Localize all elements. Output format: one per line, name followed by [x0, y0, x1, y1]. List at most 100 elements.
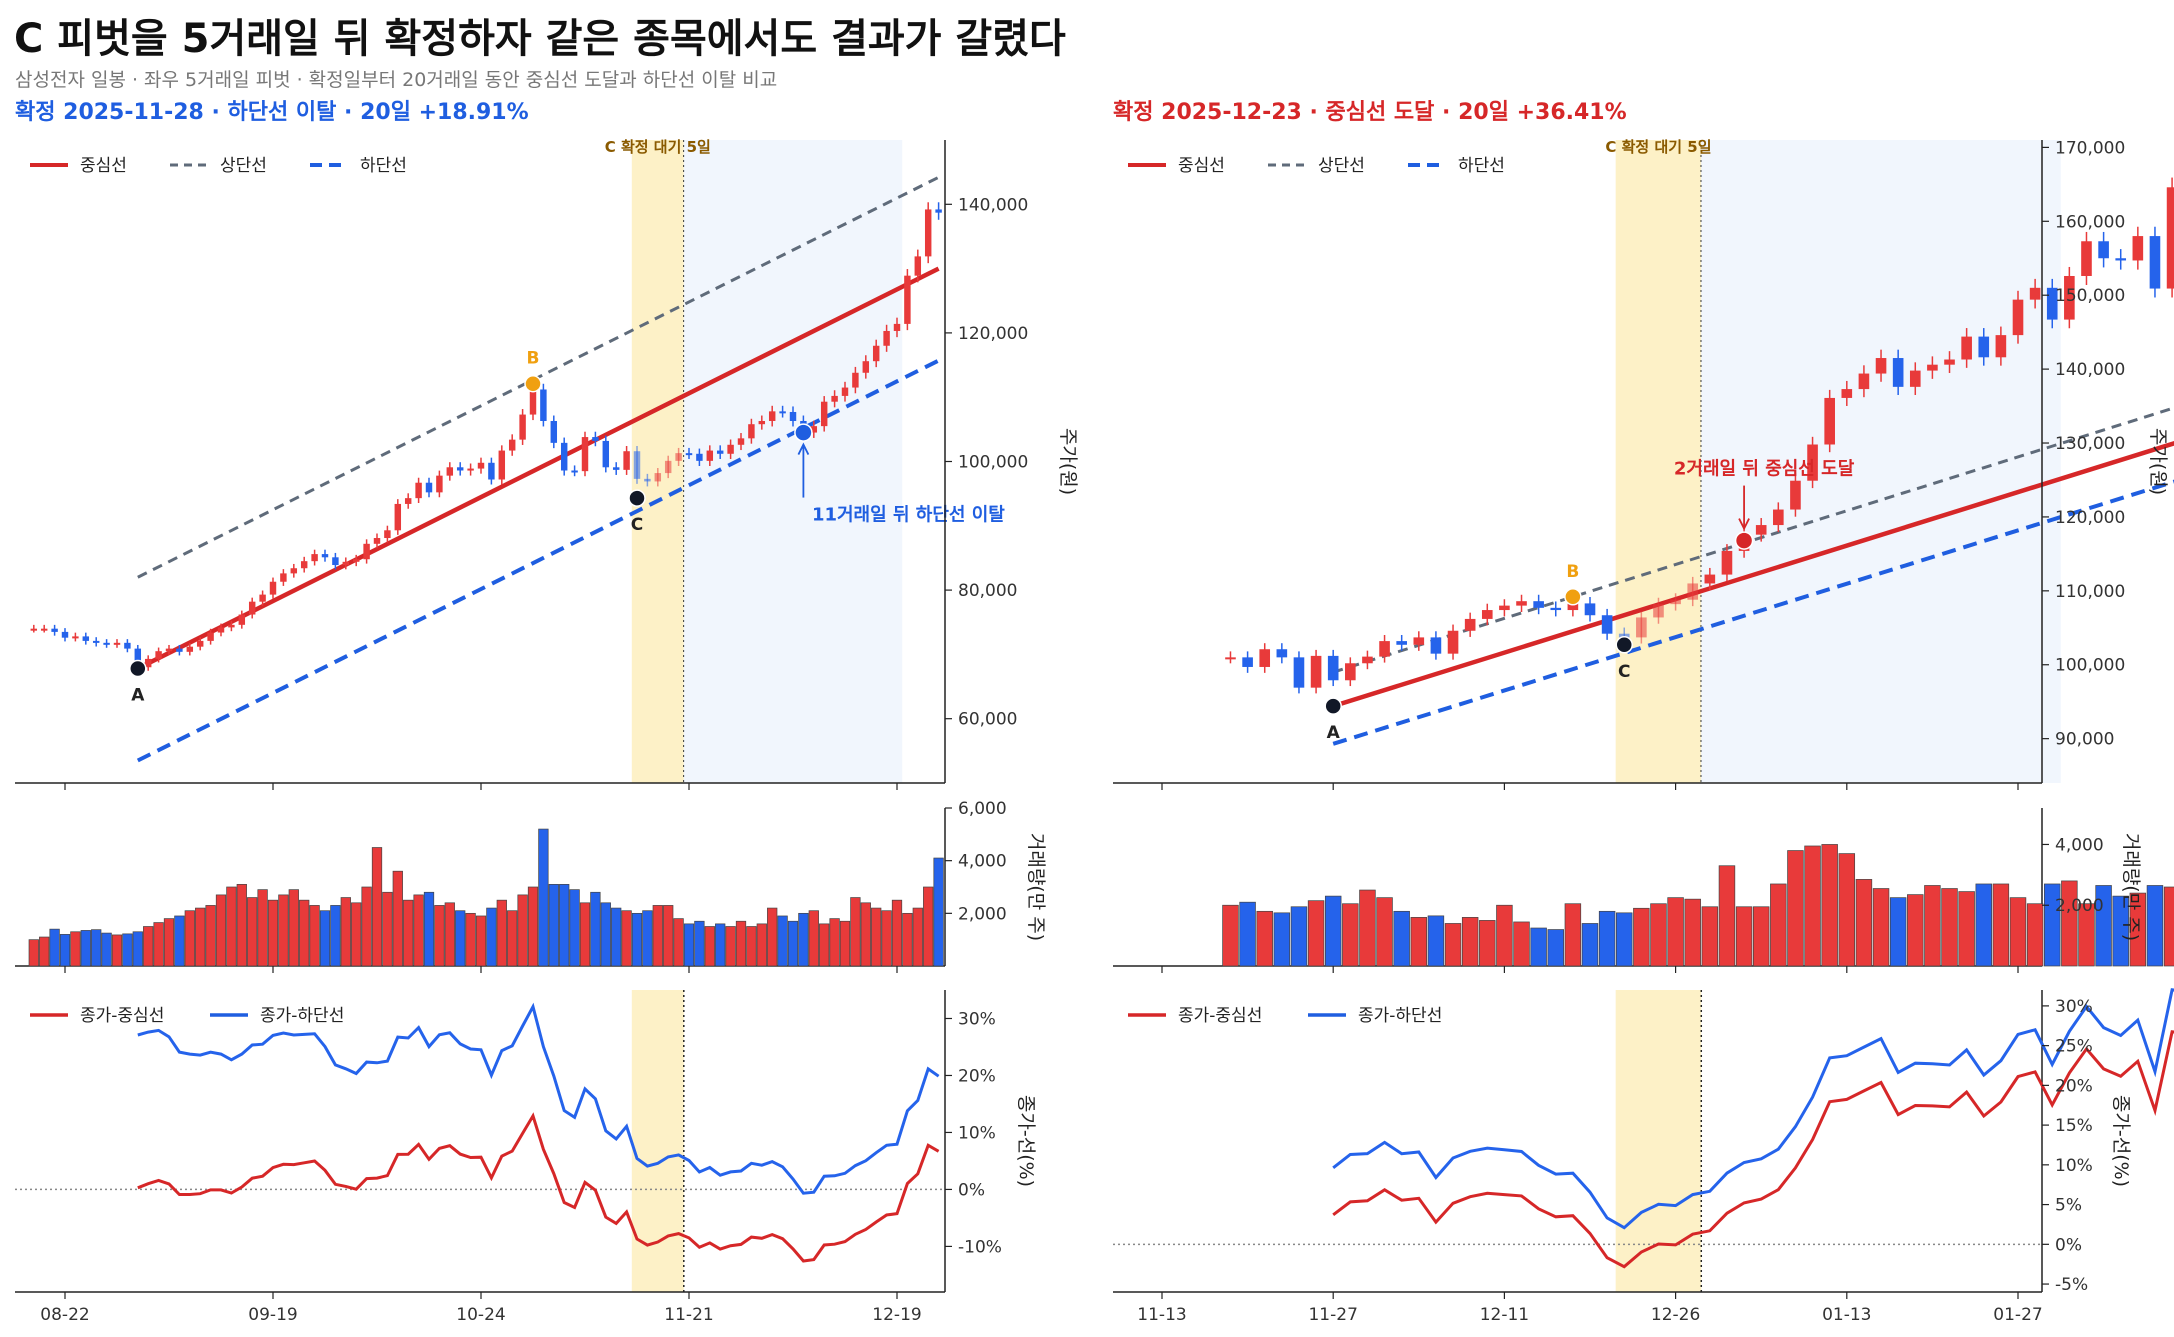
volume-bar — [860, 902, 871, 967]
xtick-label: 11-13 — [1137, 1305, 1186, 1325]
price-ylabel: 주가(원) — [1057, 428, 1079, 495]
candle-body — [134, 648, 142, 668]
volume-bar — [1273, 912, 1291, 967]
candle-body — [1362, 656, 1373, 664]
volume-bar — [444, 902, 455, 967]
candle-body — [935, 209, 942, 213]
eval-window-zone — [683, 140, 903, 783]
volume-bar — [59, 934, 71, 967]
volume-bar — [371, 847, 383, 967]
legend-label: 하단선 — [1458, 156, 1505, 176]
volume-bar — [122, 933, 133, 967]
volume-bar — [423, 891, 435, 967]
legend-label: 하단선 — [360, 156, 407, 176]
volume-bar — [2009, 897, 2027, 967]
candle-body — [2098, 241, 2109, 259]
volume-bar — [767, 907, 778, 967]
candle-body — [872, 345, 880, 362]
volume-bar — [226, 886, 237, 967]
pivot-b-label: B — [527, 349, 540, 369]
volume-bar — [621, 910, 632, 967]
candle-body — [789, 411, 797, 421]
candle-body — [103, 642, 110, 645]
candle-body — [571, 470, 578, 473]
osc-ytick-label: 30% — [958, 1009, 996, 1029]
volume-bar — [288, 889, 299, 967]
volume-bar — [881, 910, 892, 967]
candle-body — [290, 568, 298, 574]
volume-bar — [1598, 910, 1616, 967]
legend-label: 상단선 — [1318, 156, 1365, 176]
osc-series-lower — [1332, 988, 2174, 1230]
candle-body — [1944, 359, 1955, 365]
candle-body — [228, 624, 235, 628]
volume-bar — [652, 905, 663, 967]
volume-bar — [1496, 904, 1513, 967]
volume-bar — [923, 886, 934, 967]
candle-body — [436, 475, 443, 493]
candle-body — [176, 648, 183, 652]
volume-bar — [1838, 853, 1856, 967]
osc-legend-label: 종가-하단선 — [260, 1006, 344, 1026]
candle-body — [259, 594, 266, 602]
candle-body — [654, 473, 662, 482]
volume-bar — [507, 910, 518, 967]
candle-body — [664, 460, 672, 474]
volume-ytick-label: 2,000 — [2055, 896, 2104, 916]
volume-bar — [1256, 910, 1273, 967]
candle-body — [924, 209, 932, 257]
xtick-label: 08-22 — [40, 1305, 89, 1325]
osc-ytick-label: 15% — [2055, 1116, 2093, 1136]
volume-bar — [2163, 886, 2174, 967]
candle-body — [1892, 358, 1904, 387]
volume-bar — [267, 899, 279, 967]
volume-bar — [330, 905, 341, 967]
pivot-c-marker — [628, 489, 646, 507]
volume-bar — [1479, 920, 1496, 967]
volume-ylabel: 거래량(만 주) — [1025, 833, 1047, 941]
candle-body — [2012, 299, 2024, 336]
volume-bar — [569, 889, 580, 967]
candle-body — [1225, 657, 1236, 660]
volume-bar — [340, 897, 351, 967]
candle-body — [560, 442, 568, 471]
volume-bar — [673, 918, 684, 967]
xtick-label: 09-19 — [248, 1305, 297, 1325]
candle-body — [311, 554, 318, 562]
xtick-label: 12-11 — [1480, 1305, 1529, 1325]
volume-bar — [1701, 906, 1719, 967]
osc-ytick-label: 20% — [958, 1066, 996, 1086]
volume-ytick-label: 6,000 — [958, 799, 1007, 819]
osc-ylabel: 종가-선(%) — [1015, 1095, 1037, 1187]
candle-body — [342, 561, 350, 566]
event-marker — [1734, 531, 1754, 550]
candle-body — [217, 627, 225, 633]
volume-bar — [579, 902, 591, 967]
pivot-a-label: A — [131, 686, 145, 706]
volume-bar — [465, 912, 476, 967]
price-ytick-label: 150,000 — [2055, 286, 2125, 306]
volume-bar — [1616, 912, 1633, 967]
price-ytick-label: 110,000 — [2055, 582, 2125, 602]
candle-body — [477, 462, 485, 469]
candle-body — [612, 467, 620, 470]
osc-ytick-label: 0% — [2055, 1235, 2082, 1255]
volume-bar — [1924, 885, 1941, 967]
osc-series-center — [137, 1112, 940, 1263]
lower-channel-line — [136, 358, 940, 763]
candle-body — [1550, 607, 1562, 611]
wait-zone-price — [631, 140, 684, 783]
candle-body — [321, 554, 329, 558]
pivot-a-label: A — [1327, 723, 1341, 743]
volume-bar — [746, 926, 757, 967]
wait-zone-osc — [1615, 990, 1702, 1292]
volume-bar — [1393, 910, 1410, 967]
volume-bar — [756, 923, 767, 967]
candle-body — [727, 444, 734, 454]
panel-right: 확정 2025-12-23 · 중심선 도달 · 20일 +36.41% C 확정… — [1113, 100, 2174, 1325]
volume-bar — [1324, 895, 1342, 967]
volume-bar — [663, 905, 674, 967]
candle-body — [1567, 603, 1579, 611]
candle-body — [1516, 601, 1527, 606]
volume-bar — [1513, 921, 1530, 967]
